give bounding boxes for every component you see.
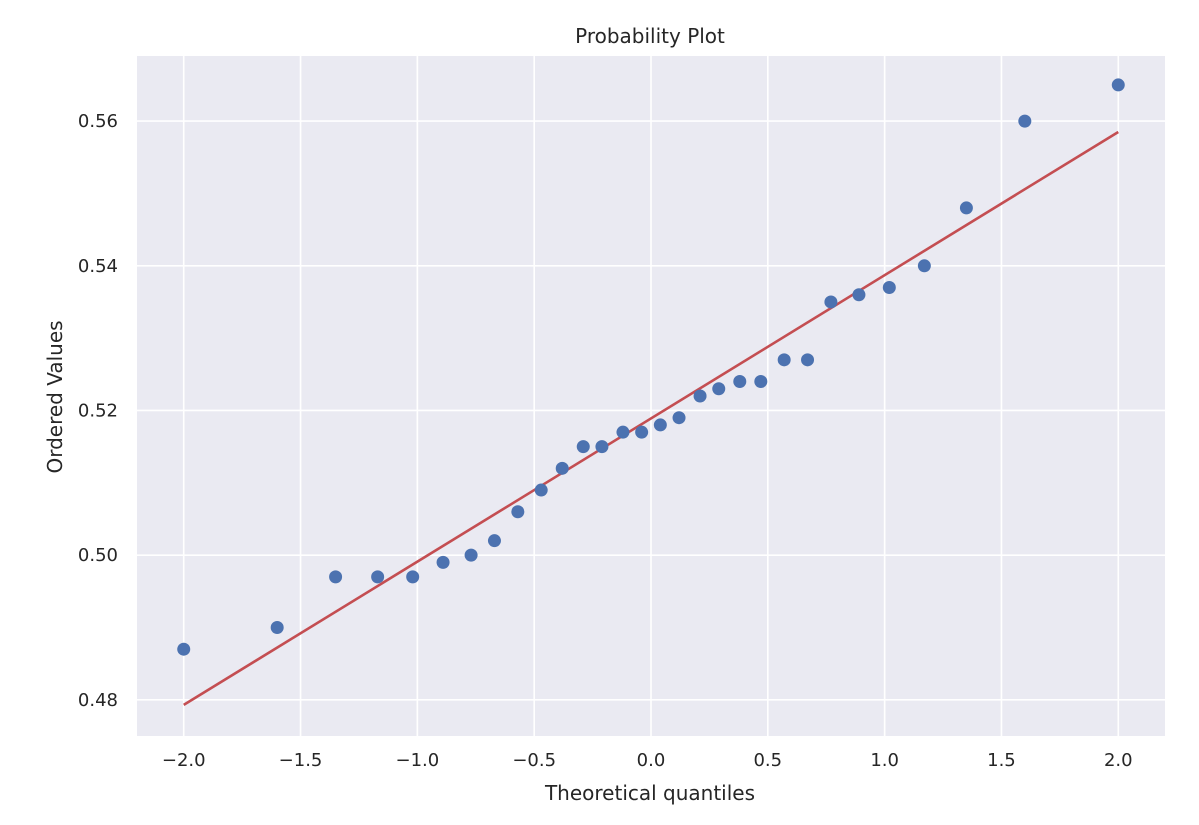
data-point xyxy=(177,642,191,656)
data-point xyxy=(487,534,501,548)
data-point xyxy=(801,353,815,367)
data-point xyxy=(1111,78,1125,92)
data-point xyxy=(754,375,768,389)
x-tick-label: 2.0 xyxy=(1104,750,1133,771)
data-point xyxy=(777,353,791,367)
data-point xyxy=(576,440,590,454)
y-tick-label: 0.50 xyxy=(78,545,118,566)
data-point xyxy=(712,382,726,396)
y-tick-label: 0.56 xyxy=(78,111,118,132)
y-grid-lines xyxy=(137,120,1165,701)
data-point xyxy=(653,418,667,432)
x-tick-label: 1.0 xyxy=(870,750,899,771)
data-point xyxy=(882,280,896,294)
x-tick-label: −1.5 xyxy=(279,750,323,771)
data-point xyxy=(672,411,686,425)
x-tick-label: 1.5 xyxy=(987,750,1016,771)
y-tick-label: 0.52 xyxy=(78,400,118,421)
x-tick-label: 0.5 xyxy=(753,750,782,771)
x-axis-label: Theoretical quantiles xyxy=(544,781,755,805)
data-point xyxy=(595,440,609,454)
data-point xyxy=(693,389,707,403)
data-point xyxy=(464,548,478,562)
x-tick-labels: −2.0 −1.5 −1.0 −0.5 0.0 0.5 1.0 1.5 2.0 xyxy=(162,750,1133,771)
data-point xyxy=(635,425,649,439)
fit-line-group xyxy=(183,130,1119,707)
y-axis-label: Ordered Values xyxy=(43,320,67,473)
data-point xyxy=(511,505,525,519)
data-point xyxy=(733,375,747,389)
data-point xyxy=(616,425,630,439)
data-point xyxy=(852,288,866,302)
data-point xyxy=(824,295,838,309)
y-tick-labels: 0.48 0.50 0.52 0.54 0.56 xyxy=(78,111,118,711)
data-point xyxy=(1018,114,1032,128)
y-tick-label: 0.54 xyxy=(78,256,118,277)
data-points xyxy=(177,78,1125,656)
fit-line xyxy=(183,130,1119,707)
y-tick-label: 0.48 xyxy=(78,690,118,711)
data-point xyxy=(917,259,931,273)
x-tick-label: 0.0 xyxy=(637,750,666,771)
data-point xyxy=(959,201,973,215)
data-point xyxy=(406,570,420,584)
data-point xyxy=(270,620,284,634)
data-point xyxy=(371,570,385,584)
x-grid-lines xyxy=(182,56,1120,736)
chart-title: Probability Plot xyxy=(575,24,725,48)
x-tick-label: −2.0 xyxy=(162,750,206,771)
data-point xyxy=(534,483,548,497)
data-point xyxy=(436,555,450,569)
x-tick-label: −1.0 xyxy=(396,750,440,771)
data-point xyxy=(555,461,569,475)
data-point xyxy=(329,570,343,584)
x-tick-label: −0.5 xyxy=(512,750,556,771)
